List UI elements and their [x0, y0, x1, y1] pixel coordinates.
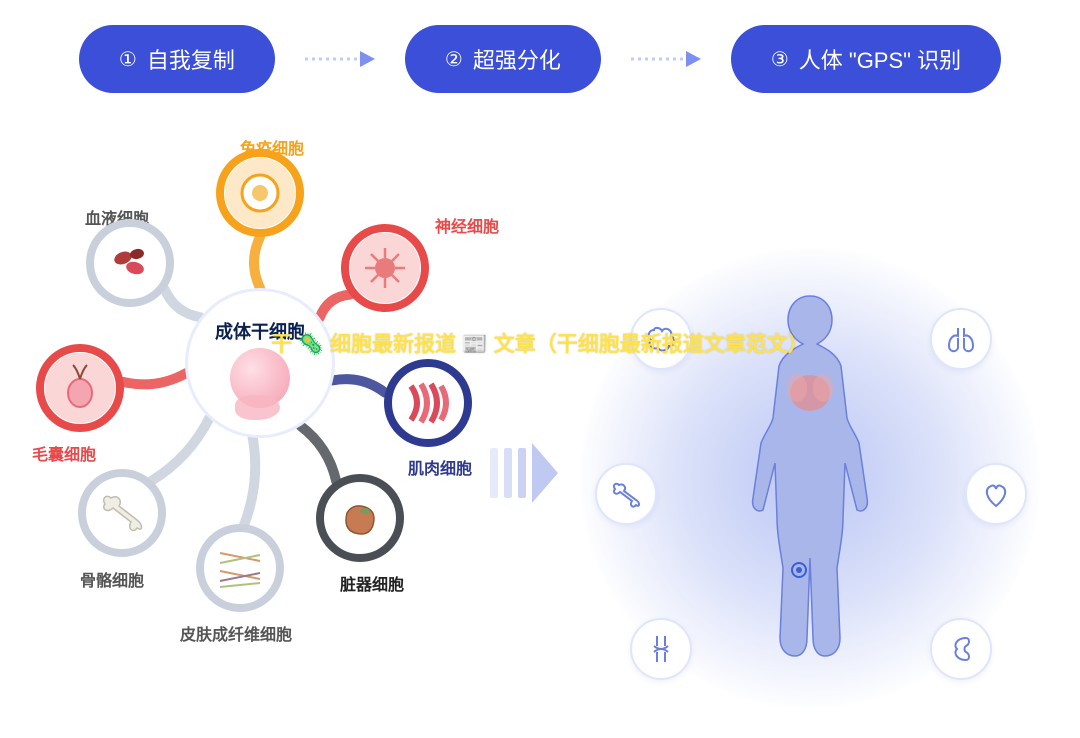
main-diagram: 成体干细胞 免疫细胞神经细胞肌肉细胞脏器细胞皮肤成纤维细胞骨骼细胞毛囊细胞血液细…	[0, 113, 1080, 613]
step-num: ②	[445, 47, 463, 72]
step-num: ①	[119, 47, 137, 72]
organ-node-boneL	[595, 463, 657, 525]
arrow-1	[305, 47, 375, 71]
cell-label-organ: 脏器细胞	[340, 571, 404, 595]
step-pill-2: ② 超强分化	[405, 25, 601, 93]
step-label: 自我复制	[147, 43, 235, 75]
cell-label-follicle: 毛囊细胞	[32, 441, 96, 465]
cell-label-skin: 皮肤成纤维细胞	[180, 621, 292, 645]
cell-label-muscle: 肌肉细胞	[408, 455, 472, 479]
cell-label-bone: 骨骼细胞	[80, 567, 144, 591]
top-steps: ① 自我复制 ② 超强分化 ③ 人体 "GPS" 识别	[0, 0, 1080, 103]
arrow-2	[631, 47, 701, 71]
cell-node-nerve	[341, 224, 429, 312]
transfer-arrow	[490, 443, 558, 503]
overlay-watermark-text: 干 🦠 细胞最新报道 📰 文章（干细胞最新报道文章范文）	[271, 328, 809, 358]
organ-node-lung	[930, 308, 992, 370]
cell-node-muscle	[384, 359, 472, 447]
cell-node-blood	[86, 219, 174, 307]
step-label: 超强分化	[473, 43, 561, 75]
cell-node-immune	[216, 149, 304, 237]
cell-label-nerve: 神经细胞	[435, 213, 499, 237]
cell-node-skin	[196, 524, 284, 612]
cell-node-organ	[316, 474, 404, 562]
organ-node-heart	[965, 463, 1027, 525]
center-stem-cell: 成体干细胞	[185, 288, 335, 438]
organ-node-kidney	[930, 618, 992, 680]
human-body-panel	[560, 238, 1060, 738]
cell-node-bone	[78, 469, 166, 557]
step-num: ③	[771, 47, 789, 72]
cell-node-follicle	[36, 344, 124, 432]
radial-diagram: 成体干细胞 免疫细胞神经细胞肌肉细胞脏器细胞皮肤成纤维细胞骨骼细胞毛囊细胞血液细…	[30, 113, 490, 613]
step-pill-3: ③ 人体 "GPS" 识别	[731, 25, 1001, 93]
organ-node-jointL	[630, 618, 692, 680]
step-pill-1: ① 自我复制	[79, 25, 275, 93]
step-label: 人体 "GPS" 识别	[799, 43, 961, 75]
